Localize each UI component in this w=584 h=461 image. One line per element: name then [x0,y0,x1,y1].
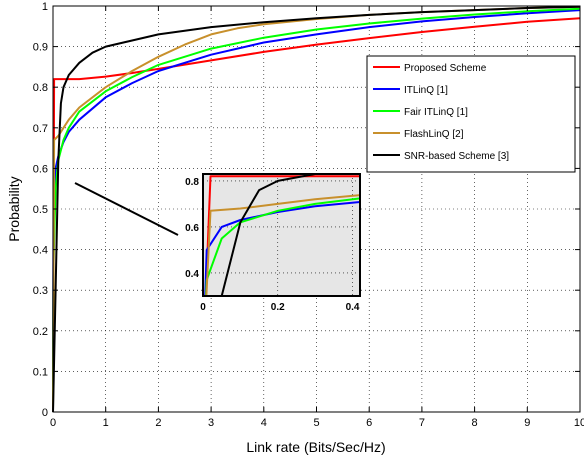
inset-series-line [204,197,360,296]
inset-x-tick-label: 0 [200,302,206,313]
inset-y-tick-label: 0.6 [185,223,199,234]
y-tick-label: 0.3 [33,285,48,297]
inset-series-line [204,201,360,296]
y-tick-label: 0.6 [33,163,48,175]
inset-series-line [205,194,360,296]
legend-label: Proposed Scheme [404,63,487,74]
y-tick-label: 0.2 [33,326,48,338]
x-tick-label: 1 [103,417,109,429]
x-tick-label: 2 [155,417,161,429]
series-line [52,17,581,413]
y-tick-label: 1 [42,1,48,13]
inset-y-tick-label: 0.4 [185,269,199,280]
zoom-pointer-line [74,182,179,236]
x-tick-label: 0 [50,417,56,429]
inset-series-lines [204,174,360,296]
y-tick-label: 0.1 [33,366,48,378]
x-tick-label: 9 [524,417,530,429]
x-tick-label: 8 [472,417,478,429]
inset-x-tick-label: 0.4 [346,302,360,313]
y-tick-label: 0.4 [33,245,48,257]
inset-x-tick-label: 0.2 [271,302,285,313]
y-tick-label: 0.8 [33,82,48,94]
inset-zoom: 0 0.2 0.4 0.4 0.6 0.8 [185,173,361,313]
inset-y-tick-label: 0.8 [185,177,199,188]
x-tick-label: 4 [261,417,267,429]
inset-frame [202,173,361,297]
x-tick-label: 6 [366,417,372,429]
inset-ticks: 0 0.2 0.4 0.4 0.6 0.8 [185,177,360,313]
legend-label: FlashLinQ [2] [404,129,464,140]
x-tick-label: 10 [574,417,584,429]
y-tick-label: 0.5 [33,204,48,216]
legend: Proposed Scheme ITLinQ [1] Fair ITLinQ [1]… [366,55,576,173]
y-tick-label: 0 [42,407,48,419]
legend-label: Fair ITLinQ [1] [404,107,468,118]
x-tick-label: 3 [208,417,214,429]
inset-background [203,174,360,296]
x-tick-label: 7 [419,417,425,429]
legend-label: SNR-based Scheme [3] [404,151,509,162]
series-lines [52,5,581,413]
y-axis-label: Probability [6,176,22,241]
legend-items: Proposed Scheme ITLinQ [1] Fair ITLinQ [1]… [373,63,509,162]
legend-box [366,55,576,173]
x-axis-label: Link rate (Bits/Sec/Hz) [246,439,385,455]
series-line [52,5,581,413]
x-tick-label: 5 [313,417,319,429]
inset-series-line [220,174,326,296]
axis-ticks: 0 1 2 3 4 5 6 7 8 9 1000.10.20.30.40.50.60.70.80.9… [33,1,584,429]
y-tick-label: 0.7 [33,123,48,135]
y-tick-label: 0.9 [33,42,48,54]
legend-label: ITLinQ [1] [404,85,448,96]
